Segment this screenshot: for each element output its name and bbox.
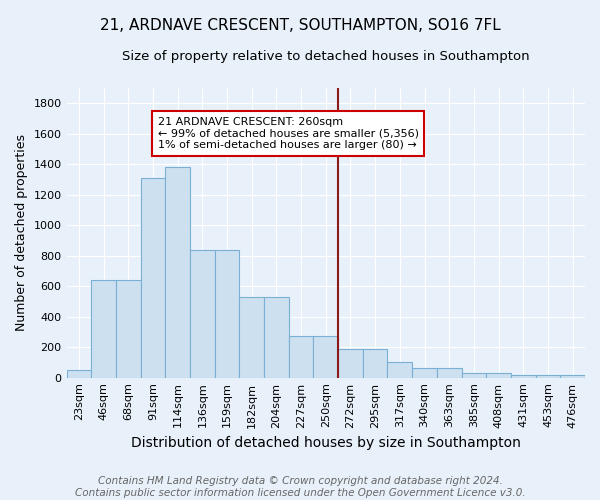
Bar [215,250,239,378]
Text: Contains HM Land Registry data © Crown copyright and database right 2024.
Contai: Contains HM Land Registry data © Crown c… [74,476,526,498]
Bar [165,167,190,378]
Bar [313,336,338,378]
Bar [486,373,511,378]
Text: 21, ARDNAVE CRESCENT, SOUTHAMPTON, SO16 7FL: 21, ARDNAVE CRESCENT, SOUTHAMPTON, SO16 … [100,18,500,32]
Bar [536,376,560,378]
X-axis label: Distribution of detached houses by size in Southampton: Distribution of detached houses by size … [131,436,521,450]
Bar [338,350,363,378]
Bar [116,280,140,378]
Bar [363,350,388,378]
Bar [239,297,264,378]
Bar [461,373,486,378]
Text: 21 ARDNAVE CRESCENT: 260sqm
← 99% of detached houses are smaller (5,356)
1% of s: 21 ARDNAVE CRESCENT: 260sqm ← 99% of det… [158,117,419,150]
Bar [437,368,461,378]
Bar [560,376,585,378]
Bar [190,250,215,378]
Bar [511,376,536,378]
Bar [264,297,289,378]
Title: Size of property relative to detached houses in Southampton: Size of property relative to detached ho… [122,50,530,63]
Bar [140,178,165,378]
Bar [388,362,412,378]
Y-axis label: Number of detached properties: Number of detached properties [15,134,28,331]
Bar [91,280,116,378]
Bar [67,370,91,378]
Bar [412,368,437,378]
Bar [289,336,313,378]
